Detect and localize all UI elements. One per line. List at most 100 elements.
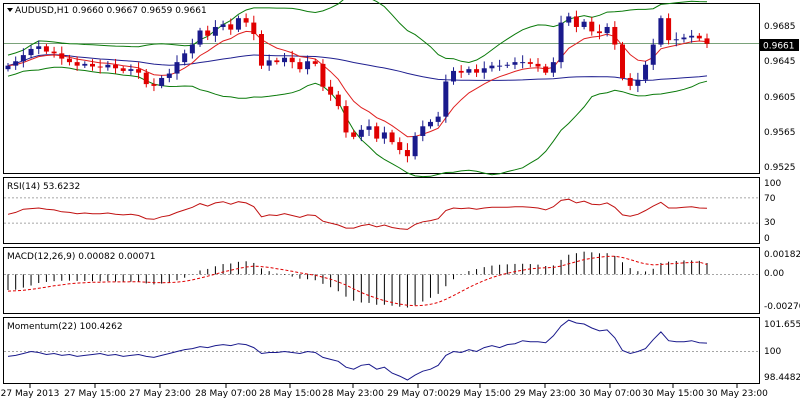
x-tick-label: 27 May 23:00 xyxy=(129,389,191,399)
candle xyxy=(620,41,626,81)
price-panel-title: AUDUSD,H1 0.9660 0.9667 0.9659 0.9661 xyxy=(15,6,207,16)
candle xyxy=(504,62,510,69)
candle-body xyxy=(82,63,88,66)
candle-body xyxy=(320,63,326,87)
candle xyxy=(258,30,264,69)
candle-body xyxy=(258,34,264,66)
candle-body xyxy=(51,51,57,54)
candle-body xyxy=(59,53,65,59)
candle xyxy=(643,61,649,84)
candle xyxy=(512,57,518,70)
candle-body xyxy=(635,79,641,86)
momentum-panel-title: Momentum(22) 100.4262 xyxy=(7,322,123,332)
candle xyxy=(627,73,633,91)
rsi-tick-label: 70 xyxy=(764,194,776,204)
bollinger-lower-line xyxy=(7,66,708,178)
candle-body xyxy=(182,53,188,63)
candle xyxy=(151,78,157,92)
candle xyxy=(113,58,119,74)
candle-body xyxy=(504,64,510,66)
candle xyxy=(358,125,364,142)
candle xyxy=(5,63,11,72)
candle xyxy=(573,10,579,33)
candle-body xyxy=(474,69,480,73)
x-tick-label: 30 May 23:00 xyxy=(706,389,768,399)
candle-body xyxy=(589,21,595,32)
x-tick-label: 29 May 23:00 xyxy=(514,389,576,399)
candle-body xyxy=(43,46,49,52)
candle xyxy=(105,61,111,71)
candle-body xyxy=(420,126,426,136)
candle xyxy=(596,24,602,40)
candle xyxy=(650,38,656,70)
macd-panel xyxy=(4,251,759,308)
candle-body xyxy=(128,69,134,71)
candle-body xyxy=(612,26,618,45)
candle xyxy=(89,59,95,71)
candle xyxy=(535,58,541,72)
candle-body xyxy=(5,65,11,70)
candle-body xyxy=(681,37,687,40)
candle xyxy=(197,27,203,47)
candle-body xyxy=(289,57,295,63)
candle-body xyxy=(427,121,433,127)
candle-body xyxy=(189,44,195,54)
candle xyxy=(305,55,311,75)
candle-body xyxy=(512,62,518,65)
candle-body xyxy=(573,16,579,27)
candle xyxy=(412,132,418,160)
candle xyxy=(51,46,57,58)
candle-body xyxy=(435,116,441,122)
x-tick-label: 28 May 15:00 xyxy=(259,389,321,399)
candle xyxy=(451,67,457,85)
candle xyxy=(59,46,65,65)
candle xyxy=(120,65,126,74)
candle-body xyxy=(351,132,357,137)
candle xyxy=(182,49,188,66)
candle xyxy=(289,50,295,69)
candle-body xyxy=(666,18,672,41)
candle xyxy=(397,137,403,155)
candle-body xyxy=(704,38,710,44)
candle xyxy=(527,58,533,68)
candle-body xyxy=(197,30,203,45)
candle xyxy=(635,72,641,93)
candle xyxy=(212,20,218,42)
x-tick-label: 27 May 15:00 xyxy=(64,389,126,399)
candle xyxy=(666,13,672,45)
price-panel xyxy=(4,0,759,178)
price-tick-label: 0.9645 xyxy=(764,57,796,67)
candle-body xyxy=(36,46,42,49)
rsi-line xyxy=(7,198,708,230)
candle xyxy=(159,75,165,89)
candle xyxy=(235,15,241,32)
candle-body xyxy=(443,81,449,117)
momentum-tick-label: 100 xyxy=(764,347,781,357)
candle xyxy=(566,12,572,26)
candle-body xyxy=(220,24,226,27)
candle-body xyxy=(451,70,457,82)
candle-body xyxy=(696,35,702,39)
candle xyxy=(604,23,610,37)
candle-body xyxy=(481,68,487,73)
price-tick-label: 0.9525 xyxy=(764,163,796,173)
candle-body xyxy=(174,62,180,74)
candle xyxy=(489,61,495,72)
momentum-panel-frame xyxy=(3,317,760,384)
momentum-panel xyxy=(4,319,759,381)
macd-signal-line xyxy=(7,255,708,307)
candle xyxy=(458,65,464,78)
candle xyxy=(13,56,19,70)
candle xyxy=(297,58,303,73)
candle xyxy=(673,32,679,47)
candle xyxy=(427,119,433,129)
candle xyxy=(274,57,280,65)
macd-panel-frame xyxy=(3,247,760,314)
candle xyxy=(74,56,80,71)
candle xyxy=(266,54,272,71)
candle xyxy=(704,33,710,48)
slow-ma-line xyxy=(7,54,708,82)
candle xyxy=(189,38,195,59)
candle xyxy=(82,61,88,69)
